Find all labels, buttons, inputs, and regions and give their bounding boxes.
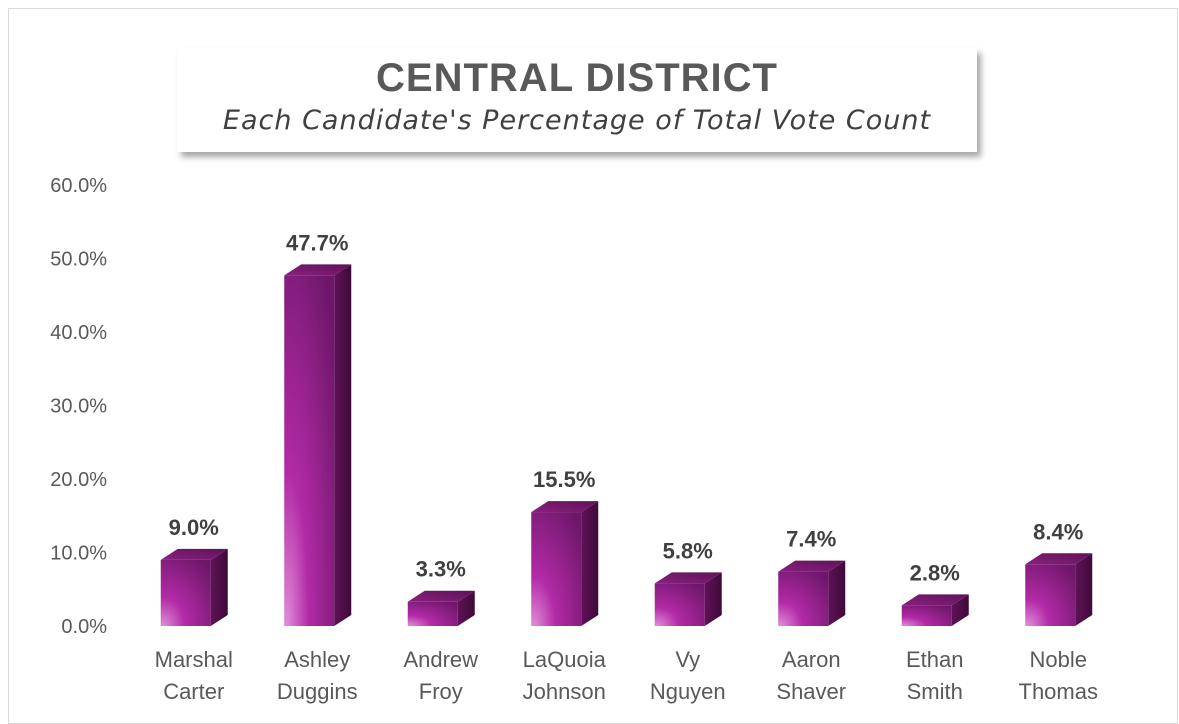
bar-top-face [407, 590, 475, 602]
bar [1025, 553, 1093, 626]
data-label: 3.3% [416, 557, 466, 582]
category-label: Marshal Carter [155, 647, 233, 704]
bar-side-face [457, 590, 475, 626]
category-label: Ashley Duggins [277, 647, 358, 704]
data-label: 5.8% [663, 538, 713, 563]
data-label: 8.4% [1033, 519, 1083, 544]
data-label: 2.8% [910, 560, 960, 585]
bar-top-face [160, 548, 228, 560]
bar [407, 590, 475, 626]
bar-top-face [901, 594, 969, 606]
category-label: Vy Nguyen [650, 647, 726, 704]
chart-subtitle: Each Candidate's Percentage of Total Vot… [222, 105, 932, 136]
category-label: Noble Thomas [1019, 647, 1098, 704]
bar-front-face [284, 275, 335, 626]
bar-side-face [334, 264, 352, 626]
category-label: LaQuoia Johnson [523, 647, 607, 704]
bar [778, 560, 846, 626]
category-label: Andrew Froy [403, 647, 478, 704]
y-tick-label: 60.0% [50, 175, 107, 197]
bar-front-face [407, 601, 458, 626]
bar-top-face [531, 501, 599, 513]
y-tick-label: 30.0% [50, 396, 107, 418]
y-tick-label: 20.0% [50, 469, 107, 491]
bar-top-face [284, 264, 352, 276]
bar-front-face [778, 571, 829, 626]
bar-side-face [581, 501, 599, 626]
y-tick-label: 10.0% [50, 543, 107, 565]
bar-side-face [828, 560, 846, 626]
bar-front-face [531, 512, 582, 626]
category-label: Aaron Shaver [776, 647, 846, 704]
bar [901, 594, 969, 626]
bar-side-face [1075, 553, 1093, 626]
bar-side-face [704, 572, 722, 626]
data-label: 15.5% [533, 467, 595, 492]
bar [160, 548, 228, 626]
bar-front-face [1025, 564, 1076, 626]
category-label: Ethan Smith [906, 647, 964, 704]
bar [531, 501, 599, 626]
bar-top-face [778, 560, 846, 572]
bar-front-face [901, 605, 952, 626]
bar-side-face [951, 594, 969, 626]
data-label: 9.0% [169, 515, 219, 540]
bar-top-face [1025, 553, 1093, 565]
bar-top-face [654, 572, 722, 584]
y-tick-label: 50.0% [50, 249, 107, 271]
bar-front-face [654, 583, 705, 626]
data-label: 7.4% [786, 527, 836, 552]
data-label: 47.7% [286, 230, 348, 255]
chart-title-box: CENTRAL DISTRICT Each Candidate's Percen… [177, 48, 977, 152]
bar [654, 572, 722, 626]
bar-side-face [210, 548, 228, 626]
y-tick-label: 0.0% [61, 616, 107, 638]
bar-front-face [160, 559, 211, 626]
bar [284, 264, 352, 626]
chart-title: CENTRAL DISTRICT [376, 56, 778, 100]
y-tick-label: 40.0% [50, 322, 107, 344]
